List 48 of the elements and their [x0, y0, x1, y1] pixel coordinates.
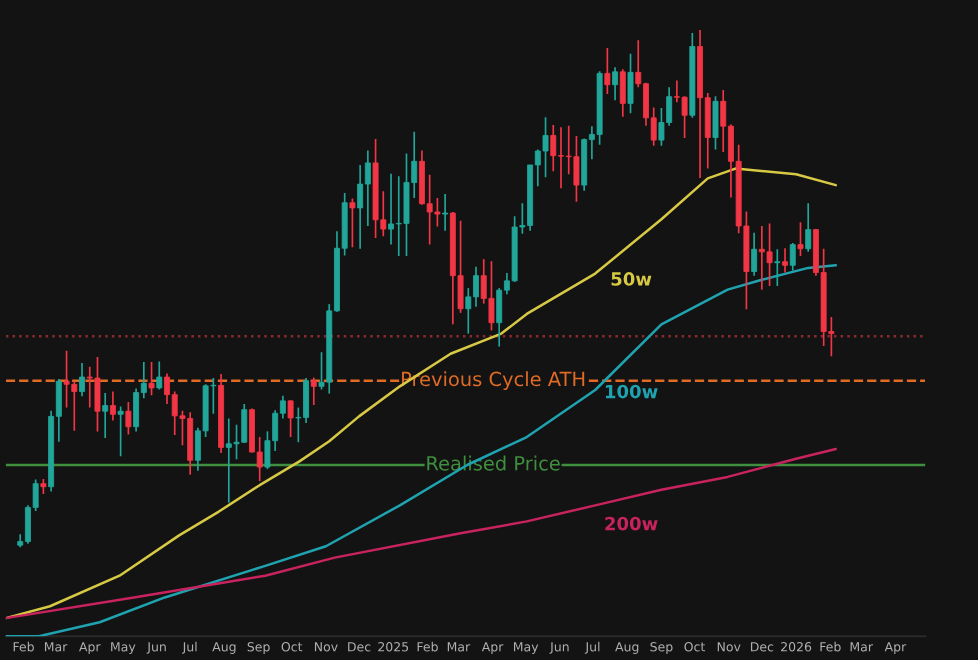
candlestick: [418, 149, 425, 206]
candlestick: [79, 362, 85, 398]
candlestick: [542, 116, 549, 179]
candlestick: [133, 387, 140, 433]
candlestick: [94, 356, 101, 433]
series-label: 200w: [605, 516, 658, 531]
candlestick: [774, 248, 781, 287]
candlestick: [766, 222, 773, 287]
candlestick: [758, 225, 765, 291]
candlestick: [187, 411, 194, 476]
candlestick: [782, 247, 788, 274]
candlestick: [789, 242, 796, 272]
candlestick: [102, 392, 109, 439]
candlestick: [712, 95, 719, 151]
candlestick: [581, 137, 588, 192]
candlestick: [364, 149, 371, 227]
candlestick: [797, 221, 804, 257]
candlestick: [225, 417, 232, 504]
candlestick: [473, 266, 479, 308]
candlestick: [388, 172, 394, 246]
candlestick: [86, 365, 93, 409]
candlestick: [619, 68, 626, 118]
candlestick: [241, 403, 248, 444]
candlestick: [349, 197, 356, 249]
candlestick: [751, 231, 758, 277]
series-label: 100w: [605, 384, 658, 399]
candlestick: [117, 405, 124, 458]
candlestick: [125, 401, 132, 436]
candlestick: [442, 193, 449, 232]
candlestick: [71, 380, 78, 432]
candlestick: [156, 360, 163, 391]
candlestick: [287, 399, 294, 438]
candlestick: [357, 164, 364, 250]
candlestick: [558, 126, 564, 190]
candlestick: [604, 47, 611, 95]
candlestick: [109, 390, 116, 422]
candlestick: [434, 197, 441, 228]
candlestick: [395, 175, 402, 257]
candlestick: [310, 376, 317, 406]
candlestick: [550, 124, 557, 172]
candlestick: [496, 287, 503, 348]
candlestick: [488, 260, 495, 332]
series-label: 50w: [611, 272, 652, 286]
candlestick: [612, 66, 619, 102]
candlestick: [627, 52, 634, 115]
candlestick: [805, 202, 812, 253]
candlestick: [303, 377, 310, 424]
candlestick: [148, 361, 155, 396]
